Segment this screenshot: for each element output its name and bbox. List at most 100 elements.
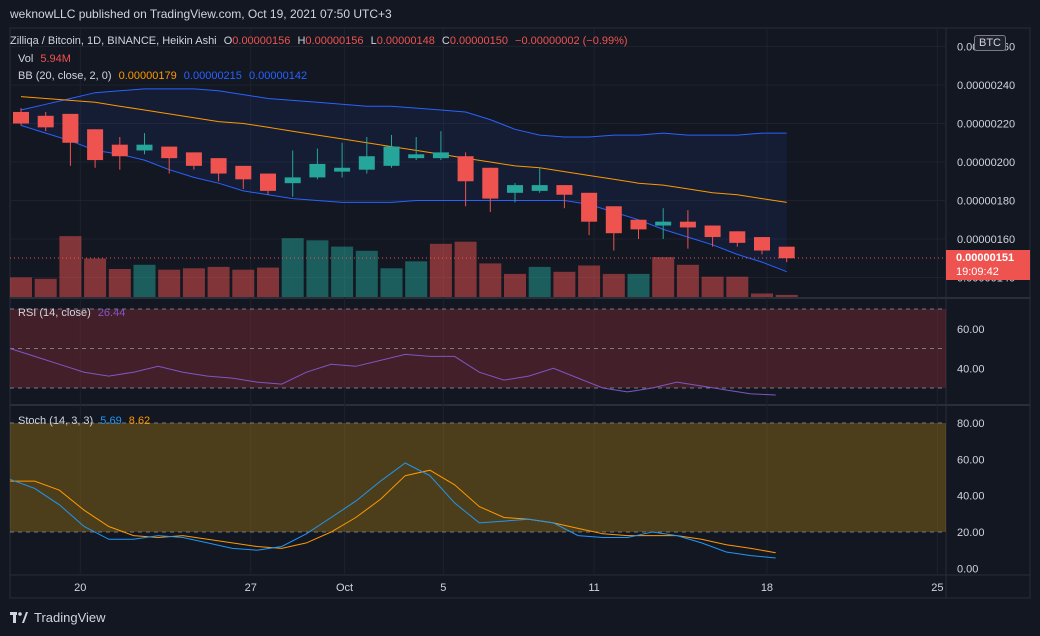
candle-body	[457, 156, 474, 182]
volume-bar	[34, 278, 57, 297]
candle-body	[87, 129, 104, 161]
symbol-label[interactable]: Zilliqa / Bitcoin, 1D, BINANCE, Heikin A…	[10, 35, 217, 47]
stoch-label[interactable]: Stoch (14, 3, 3)	[18, 415, 94, 427]
candle-body	[679, 221, 696, 228]
volume-bar	[133, 264, 156, 297]
rsi-axis-label: 40.00	[957, 363, 985, 375]
candle-body	[62, 113, 79, 143]
volume-bar	[627, 273, 650, 297]
volume-bar	[454, 241, 477, 297]
volume-bar	[158, 269, 181, 297]
candle-body	[334, 167, 351, 172]
publish-header: weknowLLC published on TradingView.com, …	[10, 7, 392, 21]
bb-lower-line	[20, 124, 787, 273]
volume-bar	[751, 293, 773, 297]
candle-body	[581, 192, 598, 222]
candle-body	[605, 206, 622, 234]
candle-body	[729, 231, 746, 243]
volume-bar	[59, 236, 82, 297]
candle-body	[482, 167, 499, 199]
candle-body	[655, 221, 672, 226]
candle-body	[111, 144, 128, 157]
candle-body	[37, 115, 54, 128]
volume-bar	[652, 257, 675, 297]
close-value: 0.00000150	[449, 35, 508, 47]
high-value: 0.00000156	[305, 35, 364, 47]
volume-bar	[108, 269, 131, 297]
volume-bar	[775, 294, 798, 297]
stoch-d-value: 8.62	[128, 415, 151, 427]
time-axis-label: 25	[931, 582, 943, 594]
volume-bar	[726, 276, 749, 297]
volume-bar	[479, 263, 502, 297]
time-axis-label: 27	[245, 582, 257, 594]
volume-bar	[528, 266, 551, 297]
volume-bar	[306, 240, 329, 297]
stoch-k-line	[9, 462, 776, 559]
time-axis-label: 5	[440, 582, 446, 594]
volume-bar	[602, 273, 625, 297]
stoch-band-fill	[10, 423, 946, 532]
volume-bar	[182, 268, 205, 297]
chart-frame	[9, 27, 1031, 599]
tradingview-logo-icon	[10, 611, 28, 623]
candle-body	[284, 177, 301, 184]
currency-badge[interactable]: BTC	[974, 35, 1006, 51]
volume-legend: Vol 5.94M	[18, 53, 75, 65]
bb-legend: BB (20, close, 2, 0) 0.00000179 0.000002…	[18, 70, 311, 82]
stoch-axis-label: 20.00	[957, 527, 985, 539]
candle-body	[704, 225, 721, 238]
candle-body	[309, 163, 326, 178]
bb-basis-line	[20, 96, 787, 203]
time-axis-label: 11	[588, 582, 599, 594]
rsi-axis-label: 60.00	[957, 324, 985, 336]
stoch-k-value: 5.69	[100, 415, 122, 427]
candle-body	[432, 152, 449, 159]
volume-bar	[701, 276, 724, 297]
main-series-legend: Zilliqa / Bitcoin, 1D, BINANCE, Heikin A…	[10, 35, 632, 47]
bb-lower-value: 0.00000142	[248, 70, 308, 82]
low-label: L	[370, 35, 377, 47]
tradingview-brand: TradingView	[34, 610, 106, 625]
change-value: −0.00000002 (−0.99%)	[515, 35, 628, 47]
candle-body	[754, 237, 770, 251]
rsi-legend: RSI (14, close) 26.44	[18, 307, 129, 319]
volume-value: 5.94M	[40, 53, 71, 65]
volume-bar	[578, 265, 601, 297]
candle-body	[556, 185, 573, 195]
open-label: O	[223, 35, 233, 47]
volume-bar	[207, 266, 230, 297]
tradingview-footer[interactable]: TradingView	[10, 610, 106, 625]
volume-bar	[676, 264, 699, 297]
stoch-axis-label: 40.00	[957, 491, 985, 503]
time-axis-label: 18	[761, 582, 773, 594]
candle-body	[260, 173, 276, 191]
last-price-label: 0.00000151 19:09:42	[946, 250, 1030, 280]
price-axis-label: 0.00000220	[957, 119, 1015, 131]
high-label: H	[297, 35, 306, 47]
rsi-label[interactable]: RSI (14, close)	[18, 307, 91, 319]
bb-upper-value: 0.00000215	[183, 70, 242, 82]
candle-body	[161, 146, 178, 159]
volume-bar	[10, 277, 32, 297]
stoch-axis-label: 60.00	[957, 454, 985, 466]
candle-body	[210, 158, 227, 174]
low-value: 0.00000148	[376, 35, 435, 47]
volume-bar	[331, 246, 354, 297]
price-axis-label: 0.00000200	[957, 157, 1015, 169]
volume-label[interactable]: Vol	[18, 53, 34, 65]
volume-bar	[553, 271, 576, 297]
candle-body	[136, 144, 153, 151]
volume-bar	[232, 269, 255, 297]
candle-body	[235, 165, 252, 180]
bb-label[interactable]: BB (20, close, 2, 0)	[18, 70, 112, 82]
price-axis-label: 0.00000240	[957, 80, 1015, 92]
price-axis-label: 0.00000180	[957, 196, 1015, 208]
time-axis-label: 20	[74, 582, 86, 594]
candle-body	[185, 152, 202, 166]
volume-bar	[257, 267, 279, 297]
candle-body	[13, 111, 29, 124]
volume-bar	[281, 238, 304, 297]
